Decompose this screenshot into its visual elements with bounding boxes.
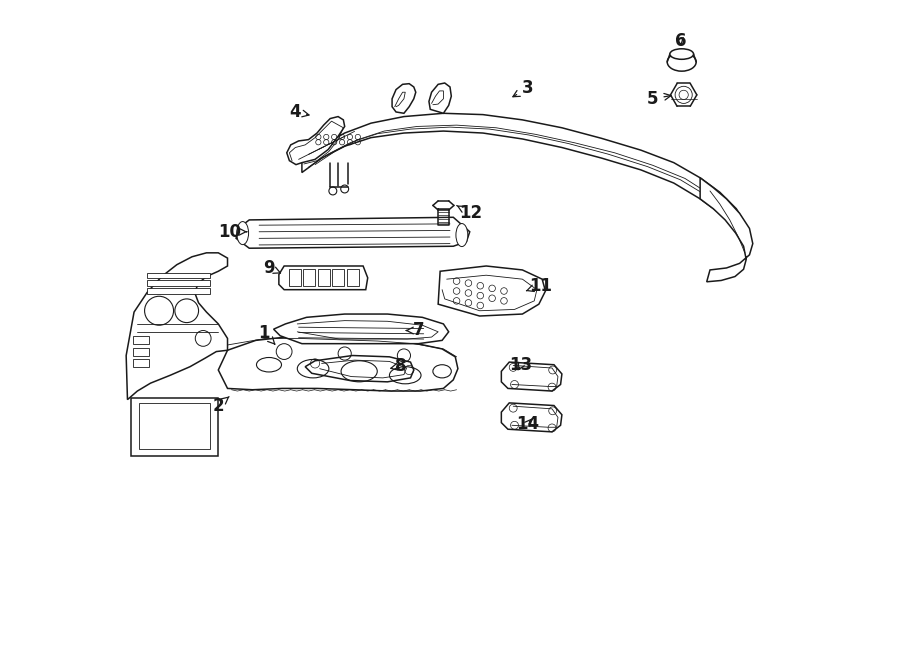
Ellipse shape [667, 53, 697, 71]
Text: 7: 7 [407, 321, 424, 340]
Text: 12: 12 [456, 204, 482, 222]
Bar [148, 272, 210, 278]
Polygon shape [501, 403, 562, 432]
Text: 5: 5 [647, 90, 671, 108]
Polygon shape [236, 217, 470, 249]
Ellipse shape [456, 223, 468, 247]
Polygon shape [429, 83, 451, 113]
Text: 4: 4 [290, 103, 309, 121]
Ellipse shape [670, 49, 694, 59]
Polygon shape [219, 337, 458, 391]
Text: 13: 13 [509, 356, 533, 373]
Ellipse shape [237, 221, 248, 245]
Polygon shape [130, 398, 219, 455]
Bar [346, 269, 358, 286]
Bar [132, 348, 149, 356]
Polygon shape [274, 314, 449, 344]
Polygon shape [392, 84, 416, 113]
Text: 10: 10 [218, 223, 247, 241]
Text: 9: 9 [263, 259, 281, 277]
Text: 1: 1 [258, 324, 275, 344]
Text: 8: 8 [391, 357, 407, 375]
Polygon shape [501, 362, 562, 391]
Text: 11: 11 [526, 277, 553, 295]
Text: 3: 3 [513, 79, 534, 97]
Bar [132, 336, 149, 344]
Polygon shape [302, 113, 746, 247]
Text: 14: 14 [516, 415, 539, 433]
Bar [148, 280, 210, 286]
Bar [289, 269, 301, 286]
Text: 6: 6 [675, 32, 686, 50]
Polygon shape [700, 178, 752, 282]
Polygon shape [126, 253, 228, 400]
Polygon shape [279, 266, 368, 290]
Polygon shape [140, 403, 210, 449]
Bar [318, 269, 329, 286]
Polygon shape [287, 116, 345, 165]
Polygon shape [438, 266, 545, 316]
Text: 2: 2 [212, 397, 230, 414]
Bar [132, 360, 149, 368]
Bar [148, 288, 210, 293]
Polygon shape [305, 356, 414, 382]
Bar [303, 269, 315, 286]
Bar [332, 269, 344, 286]
